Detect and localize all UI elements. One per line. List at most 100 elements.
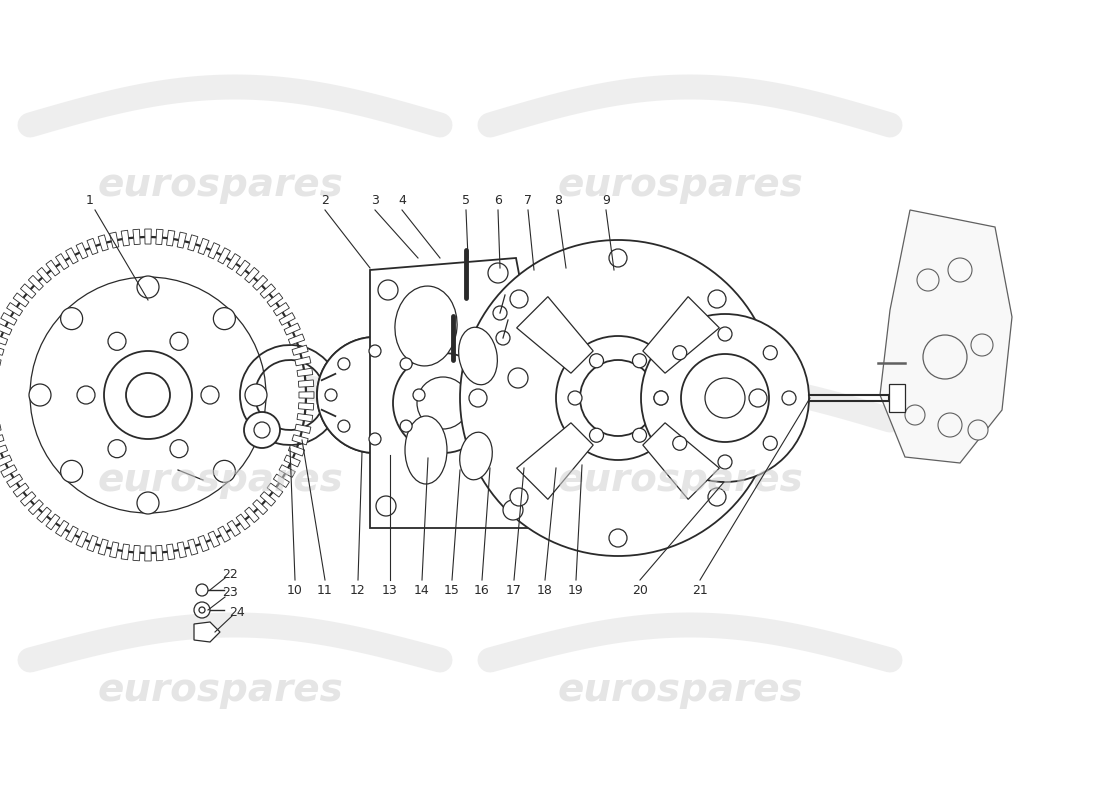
Polygon shape — [889, 384, 905, 412]
Circle shape — [359, 379, 390, 411]
Circle shape — [126, 373, 170, 417]
Circle shape — [245, 384, 267, 406]
Circle shape — [199, 607, 205, 613]
Circle shape — [673, 436, 686, 450]
Polygon shape — [274, 474, 289, 487]
Polygon shape — [98, 235, 108, 251]
Circle shape — [368, 433, 381, 445]
Polygon shape — [517, 423, 593, 499]
Polygon shape — [87, 238, 98, 254]
Circle shape — [568, 391, 582, 405]
Polygon shape — [121, 544, 130, 560]
Circle shape — [681, 354, 769, 442]
Polygon shape — [87, 535, 98, 552]
Circle shape — [196, 584, 208, 596]
Polygon shape — [253, 275, 267, 290]
Circle shape — [508, 368, 528, 388]
Circle shape — [782, 391, 796, 405]
Circle shape — [138, 276, 160, 298]
Polygon shape — [218, 526, 230, 542]
Circle shape — [60, 460, 82, 482]
Polygon shape — [21, 492, 36, 506]
Text: 22: 22 — [222, 567, 238, 581]
Circle shape — [905, 405, 925, 425]
Polygon shape — [0, 323, 12, 335]
Text: eurospares: eurospares — [97, 166, 343, 204]
Polygon shape — [297, 368, 312, 377]
Polygon shape — [208, 531, 220, 547]
Circle shape — [510, 290, 528, 308]
Polygon shape — [55, 521, 69, 536]
Circle shape — [503, 500, 522, 520]
Text: 9: 9 — [602, 194, 609, 206]
Circle shape — [590, 354, 604, 368]
Circle shape — [29, 384, 51, 406]
Circle shape — [138, 492, 160, 514]
Text: 5: 5 — [462, 194, 470, 206]
Polygon shape — [267, 293, 283, 307]
Text: 10: 10 — [287, 583, 303, 597]
Polygon shape — [76, 531, 88, 547]
Polygon shape — [227, 521, 241, 536]
Circle shape — [338, 358, 350, 370]
Polygon shape — [274, 302, 289, 316]
Text: eurospares: eurospares — [97, 461, 343, 499]
Polygon shape — [166, 230, 175, 246]
Polygon shape — [0, 445, 8, 456]
Text: 2: 2 — [321, 194, 329, 206]
Text: 23: 23 — [222, 586, 238, 599]
Circle shape — [345, 365, 405, 425]
Circle shape — [654, 391, 668, 405]
Circle shape — [708, 488, 726, 506]
Circle shape — [763, 436, 778, 450]
Circle shape — [213, 308, 235, 330]
Circle shape — [763, 346, 778, 360]
Polygon shape — [218, 248, 230, 264]
Text: 17: 17 — [506, 583, 521, 597]
Polygon shape — [13, 293, 29, 307]
Text: 7: 7 — [524, 194, 532, 206]
Circle shape — [971, 334, 993, 356]
Text: 3: 3 — [371, 194, 378, 206]
Polygon shape — [298, 403, 314, 410]
Circle shape — [493, 306, 507, 320]
Polygon shape — [642, 423, 719, 499]
Circle shape — [580, 360, 656, 436]
Circle shape — [244, 412, 280, 448]
Polygon shape — [121, 230, 130, 246]
Circle shape — [632, 354, 647, 368]
Text: eurospares: eurospares — [557, 461, 803, 499]
Polygon shape — [880, 210, 1012, 463]
Circle shape — [469, 389, 487, 407]
Ellipse shape — [459, 327, 497, 385]
Circle shape — [194, 602, 210, 618]
Polygon shape — [37, 267, 52, 283]
Circle shape — [948, 258, 972, 282]
Text: 11: 11 — [317, 583, 333, 597]
Circle shape — [104, 351, 192, 439]
Circle shape — [923, 335, 967, 379]
Text: eurospares: eurospares — [557, 671, 803, 709]
Polygon shape — [198, 535, 209, 552]
Ellipse shape — [460, 432, 493, 480]
Circle shape — [632, 428, 647, 442]
Circle shape — [393, 353, 493, 453]
Circle shape — [108, 440, 126, 458]
Circle shape — [338, 420, 350, 432]
Polygon shape — [98, 539, 108, 555]
Polygon shape — [295, 424, 311, 434]
Circle shape — [254, 422, 270, 438]
Polygon shape — [0, 434, 4, 445]
Circle shape — [170, 332, 188, 350]
Polygon shape — [299, 392, 314, 398]
Polygon shape — [37, 507, 52, 522]
Polygon shape — [0, 424, 1, 434]
Circle shape — [556, 336, 680, 460]
Text: 24: 24 — [229, 606, 245, 618]
Polygon shape — [7, 474, 23, 487]
Text: 14: 14 — [414, 583, 430, 597]
Circle shape — [108, 332, 126, 350]
Circle shape — [460, 240, 776, 556]
Polygon shape — [244, 507, 260, 522]
Circle shape — [400, 358, 412, 370]
